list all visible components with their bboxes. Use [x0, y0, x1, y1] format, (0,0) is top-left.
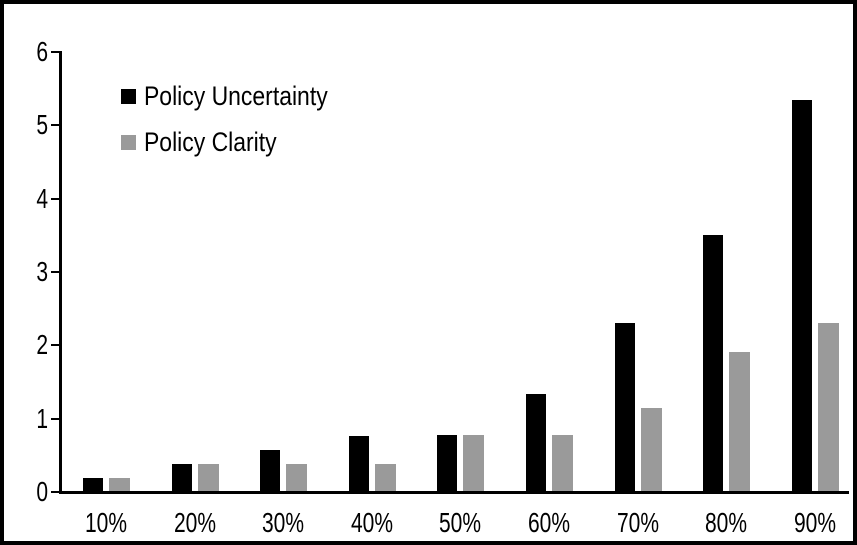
legend-label: Policy Clarity	[144, 127, 277, 157]
y-tick-label: 6	[36, 36, 48, 67]
bar-policy-uncertainty-60	[526, 394, 546, 492]
bar-policy-clarity-20	[197, 464, 219, 492]
y-tick-label: 2	[36, 329, 48, 361]
y-axis-tick	[51, 491, 59, 493]
bar-policy-clarity-80	[729, 352, 751, 492]
bar-policy-clarity-70	[640, 408, 662, 492]
y-tick-label: 1	[36, 402, 48, 434]
bar-policy-clarity-60	[552, 435, 573, 492]
bar-policy-uncertainty-70	[614, 323, 635, 492]
x-category-label: 30%	[262, 507, 305, 538]
bar-policy-clarity-90	[817, 323, 839, 492]
y-axis-tick	[51, 344, 59, 347]
x-category-label: 90%	[793, 507, 836, 538]
y-axis-tick	[51, 271, 59, 273]
x-axis-line	[59, 491, 849, 494]
legend-swatch-policy-clarity	[121, 135, 136, 150]
y-axis-line	[59, 51, 62, 494]
y-tick-label: 4	[36, 182, 48, 214]
bar-policy-clarity-50	[463, 435, 485, 492]
bar-policy-uncertainty-50	[437, 435, 458, 492]
x-category-label: 20%	[173, 507, 216, 538]
legend-item-policy-uncertainty: Policy Uncertainty	[121, 81, 360, 111]
x-category-label: 70%	[616, 507, 659, 538]
x-category-label: 40%	[350, 507, 393, 538]
y-axis-tick	[51, 417, 59, 420]
legend-item-policy-clarity: Policy Clarity	[121, 127, 300, 157]
bar-policy-uncertainty-40	[348, 436, 369, 492]
y-tick-label: 5	[36, 109, 48, 141]
y-axis-tick	[51, 51, 59, 53]
bar-policy-uncertainty-80	[703, 235, 724, 492]
y-tick-label: 3	[36, 256, 48, 287]
y-axis-tick	[51, 197, 59, 200]
bar-policy-uncertainty-90	[791, 100, 812, 492]
bar-policy-clarity-40	[374, 464, 396, 492]
bar-policy-clarity-10	[109, 478, 130, 492]
x-category-label: 80%	[705, 507, 748, 538]
bar-policy-uncertainty-10	[83, 478, 103, 492]
plot-area: 10% 20% 30% 40% 50% 60% 70% 80% 90% 0 1 2 3 4 5 6	[4, 4, 853, 541]
x-category-label: 10%	[84, 507, 128, 538]
bar-policy-uncertainty-30	[260, 450, 281, 492]
y-tick-label: 0	[36, 476, 48, 507]
legend-label: Policy Uncertainty	[144, 81, 328, 111]
x-category-label: 60%	[527, 507, 571, 538]
y-axis-tick	[51, 124, 59, 127]
legend-swatch-policy-uncertainty	[121, 89, 136, 104]
x-category-label: 50%	[439, 507, 482, 538]
legend: Policy Uncertainty Policy Clarity	[4, 4, 853, 541]
bar-policy-clarity-30	[286, 464, 308, 492]
bar-policy-uncertainty-20	[171, 464, 192, 492]
